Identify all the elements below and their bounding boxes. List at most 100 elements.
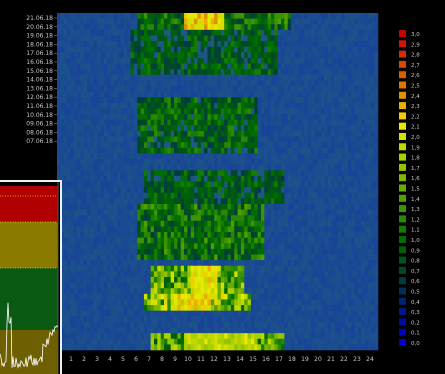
heatmap-cell [234,86,238,92]
heatmap-cell [184,187,188,194]
heatmap-cell [301,226,305,233]
heatmap-cell [267,293,272,300]
heatmap-cell [361,136,365,143]
heatmap-cell [297,142,302,149]
heatmap-cell [347,192,352,199]
heatmap-cell [170,299,175,306]
heatmap-cell [317,175,322,182]
heatmap-cell [347,181,352,188]
heatmap-cell [314,74,319,81]
heatmap-cell [210,136,215,143]
heatmap-cell [314,299,319,306]
heatmap-cell [307,187,312,194]
heatmap-cell [113,35,118,42]
heatmap-cell [214,248,218,255]
heatmap-cell [177,187,182,194]
heatmap-cell [264,265,268,272]
heatmap-cell [334,41,339,47]
heatmap-cell [187,52,192,59]
heatmap-cell [334,147,339,154]
heatmap-cell [187,18,192,25]
heatmap-cell [361,86,365,92]
heatmap-cell [153,265,158,272]
heatmap-cell [170,24,175,31]
heatmap-cell [317,46,322,53]
heatmap-cell [73,29,78,36]
heatmap-cell [120,102,125,109]
heatmap-cell [117,91,121,98]
heatmap-cell [224,102,228,109]
heatmap-cell [317,232,322,238]
heatmap-cell [364,130,369,137]
heatmap-cell [277,248,282,255]
heatmap-cell [110,142,115,149]
heatmap-cell [184,153,188,160]
heatmap-cell [287,192,292,199]
heatmap-cell [140,142,145,149]
heatmap-cell [307,69,312,76]
heatmap-cell [137,226,141,233]
heatmap-cell [287,181,292,188]
heatmap-cell [187,97,192,104]
heatmap-cell [250,24,255,31]
heatmap-cell [281,153,285,160]
heatmap-cell [63,13,68,19]
heatmap-cell [117,46,121,53]
heatmap-cell [207,102,212,109]
heatmap-cell [127,91,131,98]
heatmap-cell [130,164,135,171]
heatmap-cell [264,282,268,289]
heatmap-cell [324,52,329,59]
heatmap-cell [331,125,335,132]
heatmap-cell [264,260,268,267]
heatmap-cell [257,181,262,188]
heatmap-cell [341,282,345,289]
heatmap-cell [227,97,232,104]
heatmap-cell [180,243,185,250]
heatmap-cell [357,159,362,165]
heatmap-cell [80,125,85,132]
heatmap-cell [57,86,61,92]
heatmap-cell [60,136,64,143]
heatmap-cell [281,282,285,289]
heatmap-cell [137,232,141,238]
heatmap-cell [274,57,278,64]
heatmap-cell [190,74,195,81]
heatmap-cell [260,203,265,210]
heatmap-cell [77,276,81,283]
heatmap-cell [230,175,235,182]
heatmap-cell [127,181,131,188]
heatmap-cell [180,86,185,92]
heatmap-cell [214,215,218,222]
heatmap-cell [153,18,158,25]
heatmap-cell [244,29,248,36]
heatmap-cell [271,203,275,210]
heatmap-cell [341,29,345,36]
heatmap-cell [361,220,365,227]
heatmap-cell [133,181,138,188]
heatmap-cell [347,153,352,160]
heatmap-cell [294,198,299,205]
heatmap-cell [287,254,292,261]
heatmap-cell [257,276,262,283]
heatmap-cell [361,243,365,250]
heatmap-cell [281,69,285,76]
heatmap-cell [334,288,339,295]
heatmap-cell [334,293,339,300]
heatmap-cell [180,74,185,81]
heatmap-cell [204,198,208,205]
heatmap-cell [307,102,312,109]
heatmap-cell [133,29,138,36]
heatmap-cell [180,24,185,31]
heatmap-cell [210,299,215,306]
heatmap-cell [167,175,171,182]
heatmap-cell [344,175,349,182]
heatmap-cell [123,142,128,149]
heatmap-cell [93,35,98,42]
heatmap-cell [297,243,302,250]
heatmap-cell [331,164,335,171]
heatmap-cell [123,114,128,121]
heatmap-cell [230,57,235,64]
heatmap-cell [140,125,145,132]
heatmap-cell [197,198,202,205]
